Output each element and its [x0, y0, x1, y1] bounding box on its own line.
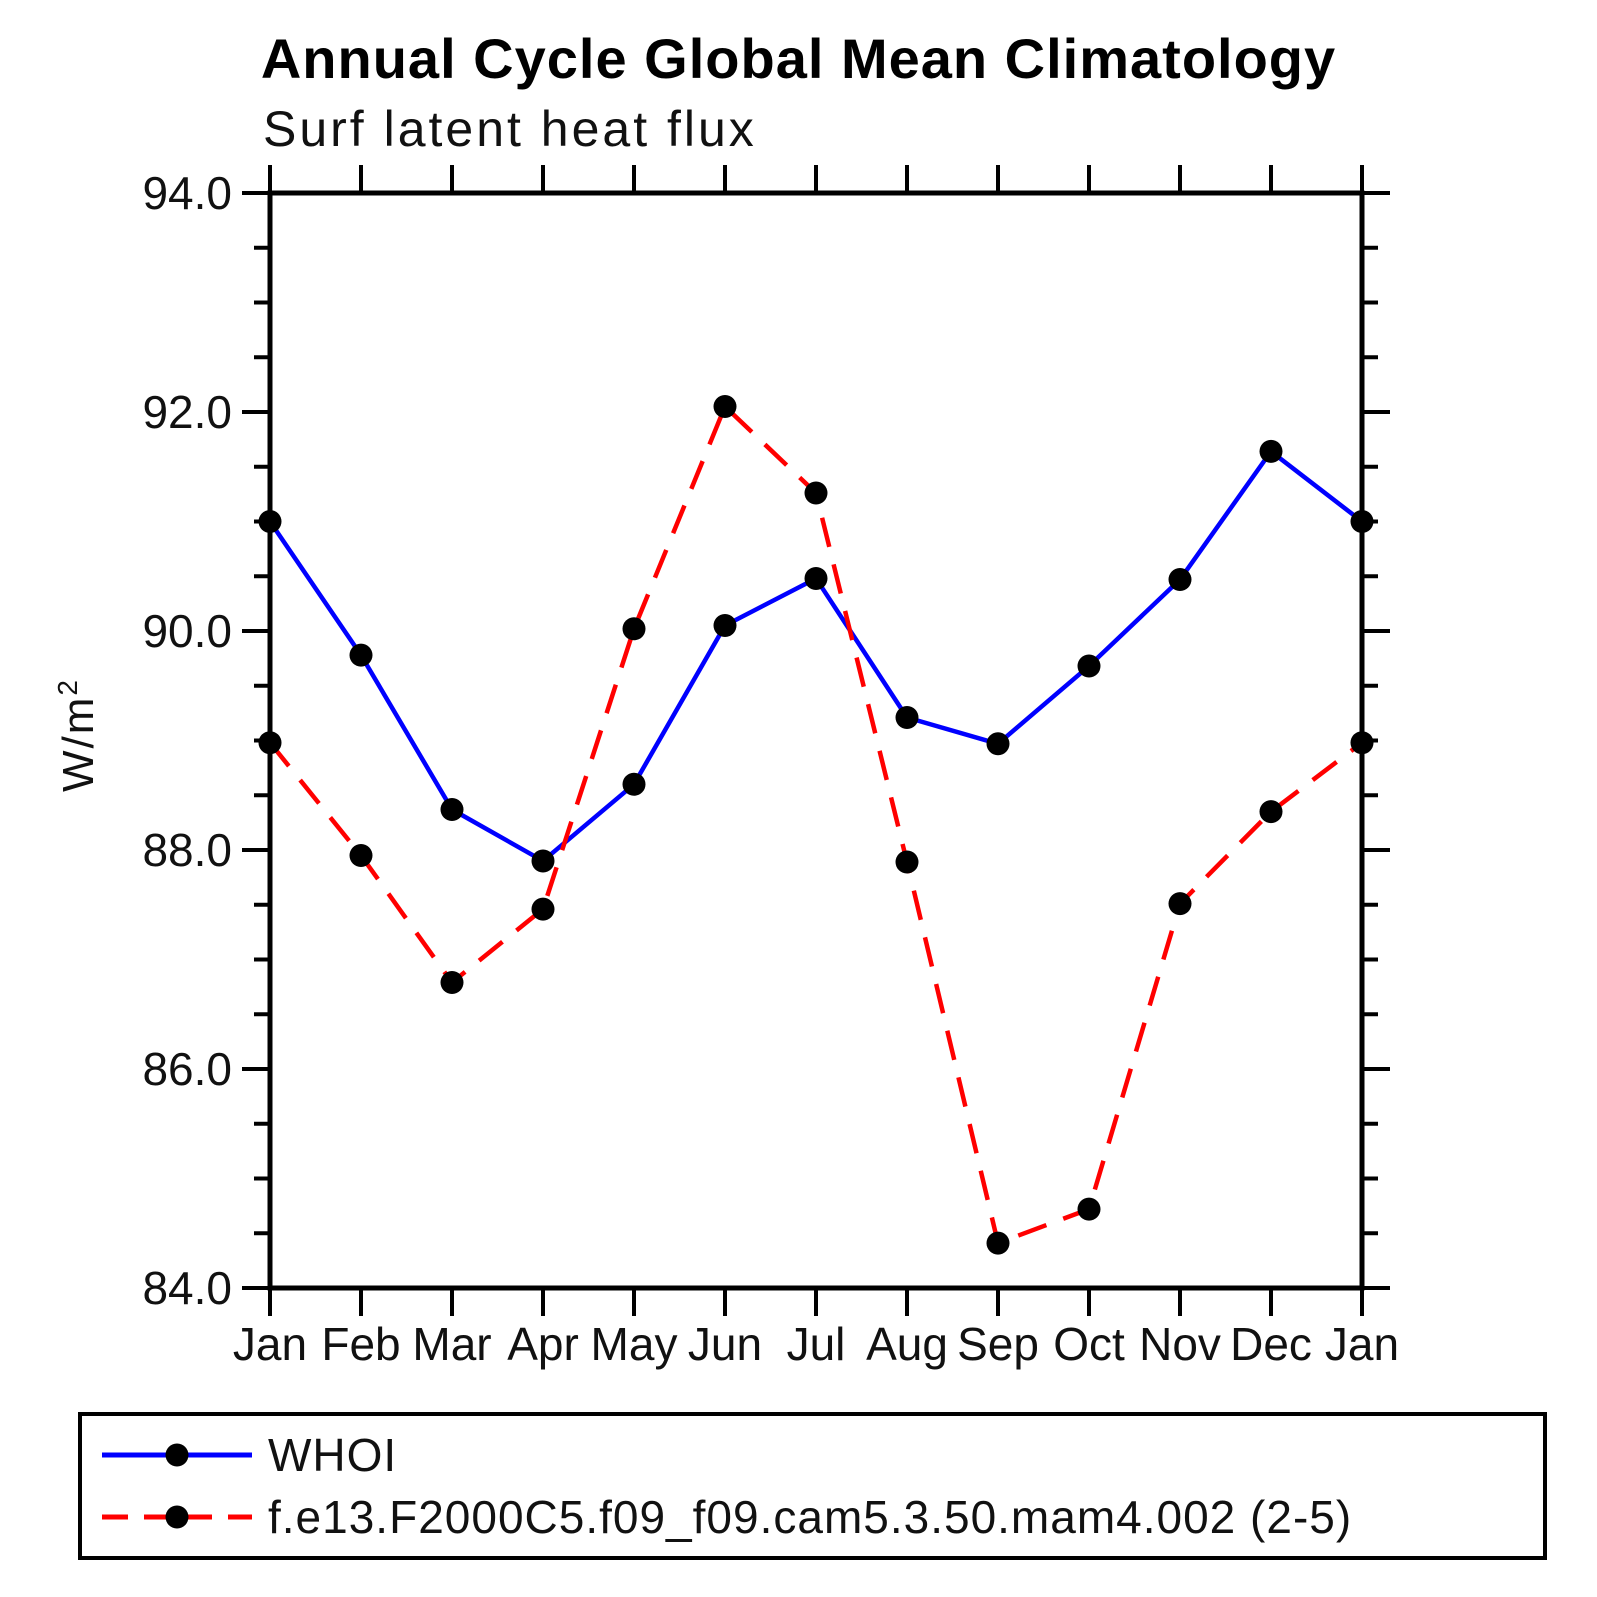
series-line-1 [268, 404, 1364, 1246]
legend-marker-dot-icon [165, 1505, 189, 1529]
legend-label: WHOI [268, 1429, 398, 1481]
data-point-marker [1168, 892, 1192, 916]
data-point-marker [986, 732, 1010, 756]
data-point-marker [1350, 510, 1374, 533]
y-tick-label: 86.0 [142, 1043, 232, 1095]
data-point-marker [895, 706, 919, 730]
legend-item-whoi: WHOI [90, 1426, 397, 1484]
x-tick-label: Feb [321, 1318, 400, 1370]
legend-item-model: f.e13.F2000C5.f09_f09.cam5.3.50.mam4.002… [90, 1488, 1352, 1546]
legend-line-dashed-icon [102, 1505, 252, 1529]
data-point-marker [622, 617, 646, 641]
x-tick-label: Mar [412, 1318, 491, 1370]
y-tick-label: 84.0 [142, 1262, 232, 1314]
data-point-marker [531, 849, 555, 873]
x-tick-label: Aug [866, 1318, 948, 1370]
plot-frame [267, 190, 1365, 1291]
data-point-marker [895, 850, 919, 874]
legend-marker-dot-icon [165, 1443, 189, 1467]
x-tick-label: Oct [1053, 1318, 1125, 1370]
series-line-0 [268, 449, 1364, 864]
x-tick-label: Jul [787, 1318, 846, 1370]
data-point-marker [1350, 731, 1374, 755]
data-point-marker [622, 772, 646, 796]
y-tick-label: 88.0 [142, 824, 232, 876]
data-point-marker [1259, 439, 1283, 463]
y-tick-label: 92.0 [142, 386, 232, 438]
x-tick-label: Jan [1325, 1318, 1399, 1370]
legend-line-solid-icon [102, 1443, 252, 1467]
data-point-marker [349, 843, 373, 867]
data-point-marker [440, 970, 464, 994]
data-point-marker [1077, 1197, 1101, 1221]
chart-title: Annual Cycle Global Mean Climatology [260, 27, 1337, 90]
data-point-marker [1259, 800, 1283, 824]
data-point-marker [440, 797, 464, 821]
data-point-marker [258, 731, 282, 755]
y-tick-label: 94.0 [142, 167, 232, 219]
data-point-marker [804, 566, 828, 590]
data-point-marker [1168, 568, 1192, 592]
x-tick-label: Nov [1139, 1318, 1221, 1370]
y-tick-label: 90.0 [142, 605, 232, 657]
data-point-marker [986, 1231, 1010, 1255]
x-tick-label: May [591, 1318, 678, 1370]
data-point-marker [713, 395, 737, 419]
x-tick-label: Dec [1230, 1318, 1312, 1370]
x-tick-label: Sep [957, 1318, 1039, 1370]
data-point-marker [1077, 654, 1101, 678]
legend-label: f.e13.F2000C5.f09_f09.cam5.3.50.mam4.002… [268, 1491, 1353, 1543]
data-point-marker [258, 510, 282, 533]
legend-box: WHOI f.e13.F2000C5.f09_f09.cam5.3.50.mam… [78, 1412, 1547, 1560]
data-point-marker [713, 614, 737, 638]
x-tick-label: Jun [688, 1318, 762, 1370]
data-point-marker [349, 643, 373, 667]
data-point-marker [804, 481, 828, 505]
x-tick-label: Jan [233, 1318, 307, 1370]
data-point-marker [531, 897, 555, 921]
chart-subtitle: Surf latent heat flux [263, 101, 757, 157]
x-tick-label: Apr [507, 1318, 579, 1370]
